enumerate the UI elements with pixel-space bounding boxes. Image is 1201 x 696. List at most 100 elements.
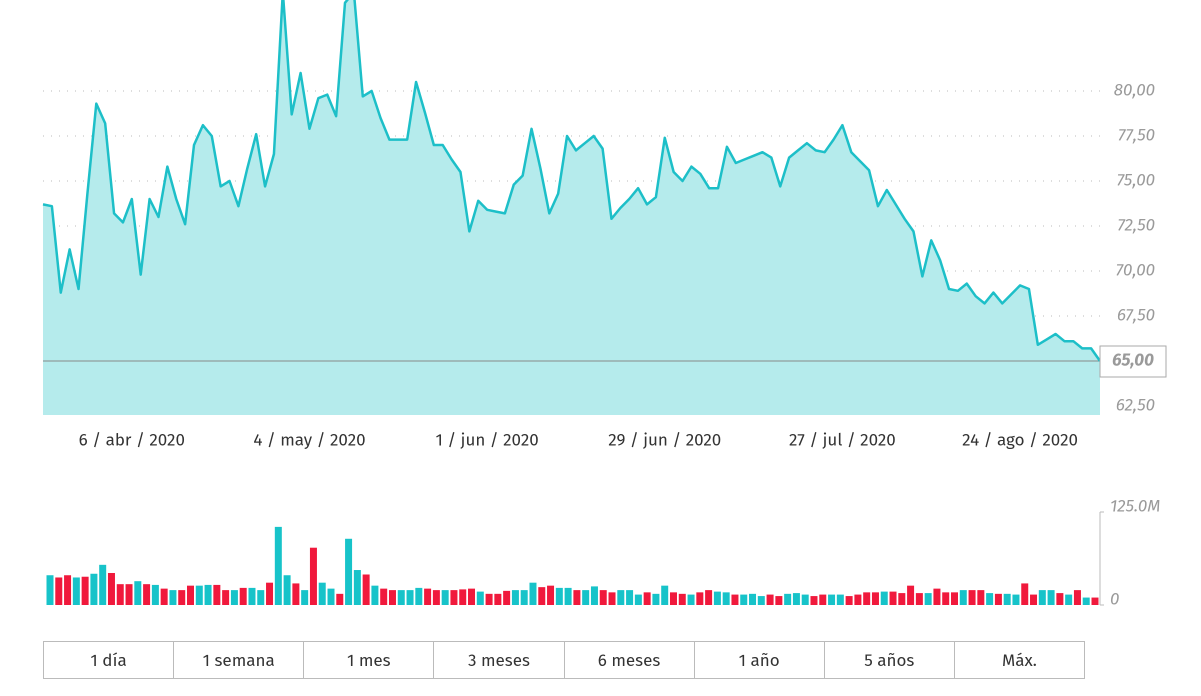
y-tick-label: 0 [1110,588,1119,609]
volume-bar [555,587,563,605]
volume-bar [547,585,555,605]
volume-bar [1091,597,1099,605]
volume-bar [459,589,467,605]
volume-bar [757,596,765,605]
volume-bar [898,593,906,605]
last-price-box [1099,345,1167,378]
volume-bar [1012,594,1020,605]
volume-bar [863,592,871,605]
volume-bar [415,587,423,605]
volume-bar [424,588,432,605]
volume-bar [564,587,572,605]
volume-bar [1003,593,1011,605]
volume-bar [801,594,809,605]
volume-bar [388,590,396,605]
volume-bar [520,590,528,605]
chart: 62,50 67,50 70,00 72,50 75,00 77,50 80,00 65,00… [42,0,1167,609]
volume-bar [784,593,792,605]
volume-bar [792,593,800,605]
volume-bar [160,588,168,605]
volume-bar [915,593,923,605]
volume-bar [169,590,177,605]
volume-bar [511,590,519,605]
volume-bar [599,590,607,605]
volume-bar [819,594,827,605]
volume-bar [362,574,370,605]
range-button[interactable]: 6 meses [563,642,694,678]
range-button[interactable]: Máx. [953,642,1084,678]
volume-bar [450,590,458,605]
y-tick-label: 72,50 [1117,214,1155,235]
last-price-label: 65,00 [1112,350,1154,371]
volume-bar [968,590,976,605]
y-tick-label: 70,00 [1116,259,1155,280]
volume-bar [99,564,107,605]
volume-bar [266,582,274,605]
range-buttons: 1 día 1 semana 1 mes 3 meses 6 meses 1 año 5 a… [43,641,1085,679]
volume-bar [590,586,598,605]
volume-bar [608,592,616,605]
volume-bar [213,584,221,605]
volume-bar [301,590,309,605]
volume-bar [845,596,853,605]
volume-bar [696,592,704,605]
volume-bar [178,590,186,605]
x-tick-label: 4 / may / 2020 [253,429,365,450]
volume-bar [494,593,502,605]
volume-bar [81,576,89,605]
volume-bar [318,582,326,605]
volume-bar [116,584,124,605]
volume-bar [950,592,958,605]
volume-bar [775,596,783,605]
volume-bar [538,587,546,605]
volume-bar [397,590,405,605]
volume-bar [1038,590,1046,605]
x-tick-label: 24 / ago / 2020 [962,429,1078,450]
range-button[interactable]: 3 meses [433,642,563,678]
volume-bar [986,593,994,605]
volume-bar [529,582,537,605]
volume-bar [749,593,757,605]
range-button[interactable]: 1 día [90,649,127,671]
volume-bar [1073,590,1081,605]
volume-bar [239,587,247,605]
volume-bar [907,585,915,605]
volume-bar [731,594,739,605]
volume-bar [187,585,195,605]
volume-bar [617,590,625,605]
volume-bar [125,584,133,605]
volume-bar [274,526,282,605]
volume-bar [871,592,879,605]
volume-bar [1047,590,1055,605]
volume-bar [1082,597,1090,605]
range-button[interactable]: 1 semana [173,642,303,678]
volume-bar [880,591,888,605]
y-tick-label: 67,50 [1117,304,1155,325]
volume-bar [107,573,115,605]
volume-bar [248,587,256,605]
volume-bar [828,594,836,605]
volume-bar [406,590,414,605]
volume-bar [740,594,748,605]
volume-bar [327,588,335,605]
volume-bar [959,590,967,605]
volume-bar [661,585,669,605]
x-tick-label: 29 / jun / 2020 [608,429,721,450]
volume-bar [582,590,590,605]
volume-bar [55,577,63,605]
volume-bar [1030,594,1038,605]
volume-bar [380,588,388,605]
range-button[interactable]: 1 mes [303,642,433,678]
volume-bar [476,591,484,605]
range-button[interactable]: 5 años [823,642,954,678]
volume-bar [626,590,634,605]
volume-bar [678,593,686,605]
volume-bar [204,584,212,605]
volume-bar [652,593,660,605]
volume-bar [994,593,1002,605]
volume-bar [573,590,581,605]
range-button[interactable]: 1 año [693,642,824,678]
price-line [42,0,1102,362]
volume-bar [643,592,651,605]
y-tick-label: 75,00 [1117,169,1155,190]
